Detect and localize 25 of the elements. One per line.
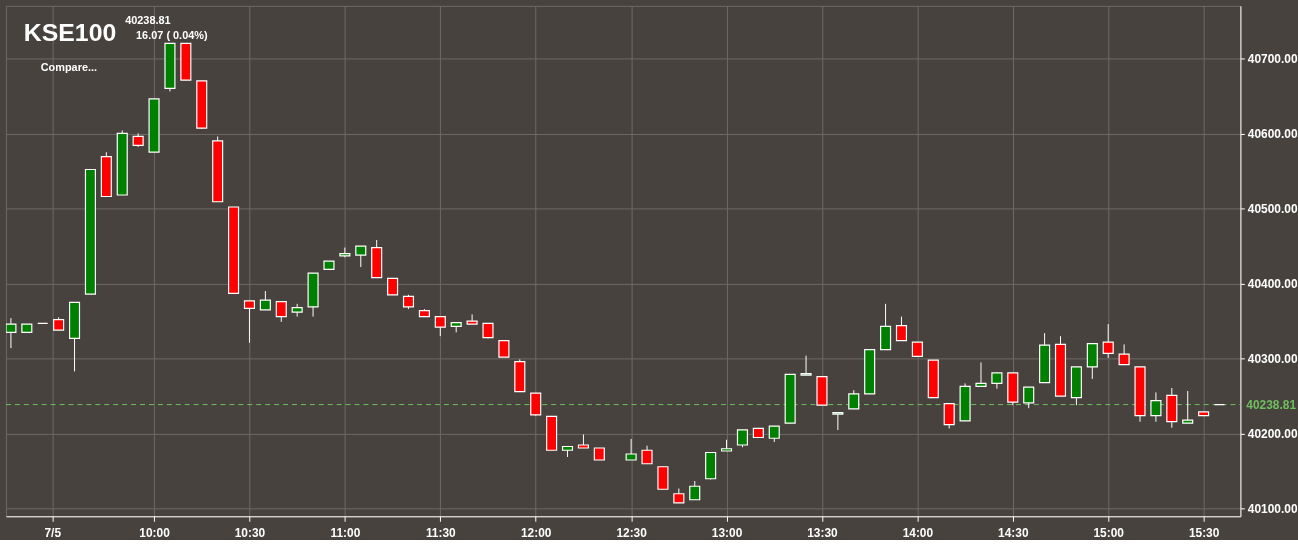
y-tick-label: 40300.00 <box>1247 352 1298 367</box>
x-tick-label: 15:30 <box>1188 525 1220 540</box>
x-tick-label: 13:00 <box>711 525 743 540</box>
y-tick-label: 40400.00 <box>1247 277 1298 292</box>
x-tick-label: 7/5 <box>44 525 62 540</box>
x-tick-label: 12:30 <box>616 525 648 540</box>
x-tick-label: 11:30 <box>425 525 457 540</box>
x-tick-label: 10:00 <box>139 525 171 540</box>
text: KSE100 <box>23 18 117 46</box>
annotation: 16.07 ( 0.04%) <box>136 28 208 41</box>
x-tick-label: 13:30 <box>807 525 839 540</box>
x-tick-label: 12:00 <box>520 525 552 540</box>
x-tick-label: 14:00 <box>902 525 934 540</box>
ref-line-label: 40238.81 <box>1246 397 1297 412</box>
x-tick-label: 14:30 <box>998 525 1029 540</box>
y-tick-label: 40700.00 <box>1247 51 1298 66</box>
y-tick-label: 40200.00 <box>1247 427 1298 442</box>
x-tick-label: 10:30 <box>234 525 266 540</box>
annotation: Compare... <box>40 61 98 74</box>
text: 40238.81 <box>125 13 171 26</box>
y-tick-label: 40500.00 <box>1247 201 1298 216</box>
x-tick-label: 11:00 <box>330 525 361 540</box>
y-tick-label: 40600.00 <box>1247 126 1298 141</box>
x-tick-label: 15:00 <box>1093 525 1125 540</box>
y-tick-label: 40100.00 <box>1247 502 1298 517</box>
